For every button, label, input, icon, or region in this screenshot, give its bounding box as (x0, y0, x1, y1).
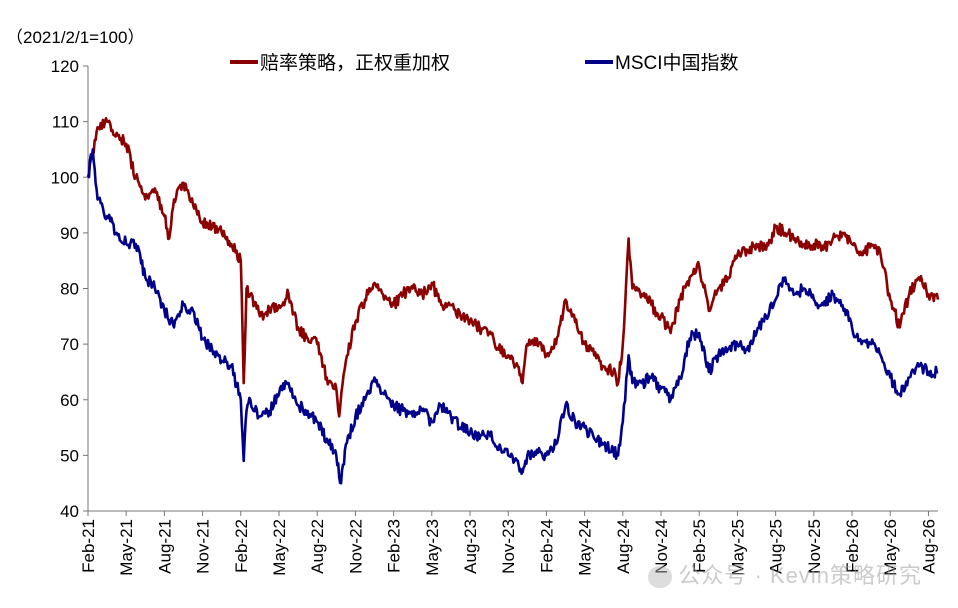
legend: 赔率策略，正权重加权 MSCI中国指数 (230, 52, 739, 74)
y-tick-label: 70 (60, 335, 79, 354)
x-tick-label: May-21 (117, 519, 136, 576)
x-tick-label: Nov-25 (805, 519, 824, 574)
y-tick-label: 60 (60, 391, 79, 410)
y-tick-label: 40 (60, 502, 79, 521)
y-tick-label: 110 (52, 113, 79, 132)
x-tick-label: Aug-25 (767, 519, 786, 574)
x-tick-label: Aug-21 (155, 519, 174, 574)
y-tick-label: 90 (60, 224, 79, 243)
legend-label-series-1: 赔率策略，正权重加权 (260, 52, 450, 74)
x-tick-label: Aug-24 (614, 519, 633, 574)
y-tick-label: 100 (51, 168, 79, 187)
x-tick-label: Feb-25 (690, 519, 709, 573)
x-tick-label: Feb-26 (843, 519, 862, 573)
series-lines (86, 117, 940, 485)
x-tick-label: Nov-23 (499, 519, 518, 574)
watermark: 公众号 · Kevin策略研究 (648, 558, 922, 590)
y-tick-label: 80 (60, 280, 79, 299)
x-tick-label: Feb-23 (385, 519, 404, 573)
x-tick-label: Nov-22 (346, 519, 365, 574)
x-tick-label: May-23 (423, 519, 442, 576)
wechat-icon (648, 566, 673, 589)
y-tick-label: 120 (51, 57, 79, 76)
x-tick-label: Feb-22 (232, 519, 251, 573)
x-tick-label: Feb-21 (79, 519, 98, 573)
x-axis-ticks: Feb-21 May-21 Aug-21 Nov-21 Feb-22 May-22 Aug-… (79, 511, 938, 576)
x-tick-label: May-24 (576, 519, 595, 576)
series-line-2 (87, 148, 939, 485)
watermark-text: 公众号 · Kevin策略研究 (678, 563, 922, 588)
legend-label-series-2: MSCI中国指数 (615, 52, 739, 74)
y-axis-ticks: 40 50 60 70 80 90 100 110 120 (51, 57, 88, 521)
x-tick-label: May-22 (270, 519, 289, 576)
series-line-1 (86, 117, 940, 418)
x-tick-label: Nov-21 (194, 519, 213, 574)
y-unit-label: （2021/2/1=100） (6, 28, 144, 47)
x-tick-label: Aug-22 (308, 519, 327, 574)
x-tick-label: Aug-23 (461, 519, 480, 574)
x-tick-label: Feb-24 (537, 519, 556, 573)
x-tick-label: Nov-24 (652, 519, 671, 574)
x-tick-label: Aug-26 (919, 519, 938, 574)
x-tick-label: May-26 (881, 519, 900, 576)
y-tick-label: 50 (60, 446, 79, 465)
x-tick-label: May-25 (728, 519, 747, 576)
